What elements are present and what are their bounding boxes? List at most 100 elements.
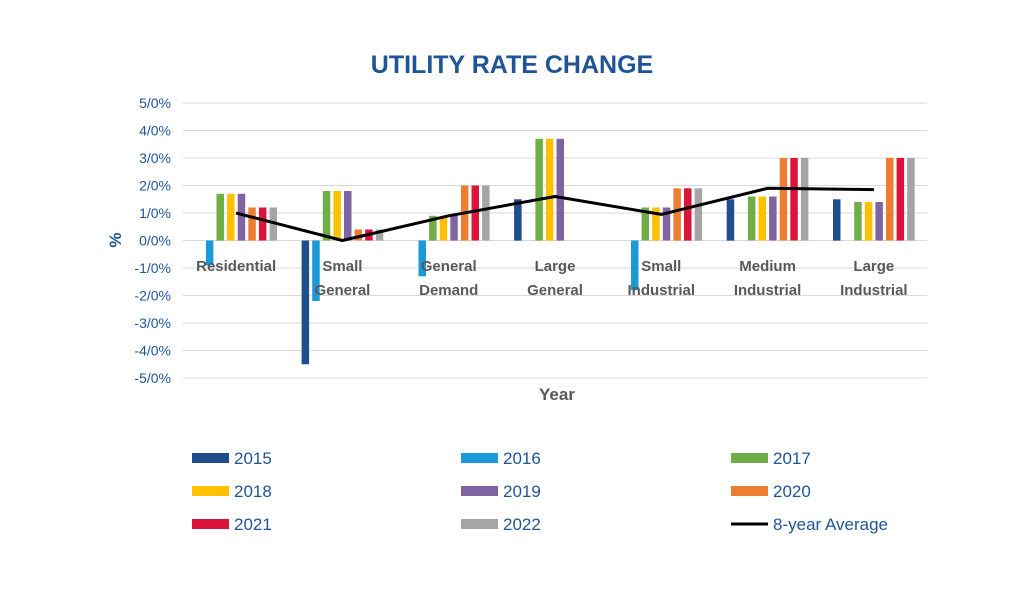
bar-2017 xyxy=(429,215,437,241)
bar-2015 xyxy=(833,199,841,241)
y-tick-label: -5/0% xyxy=(134,370,171,386)
legend-label: 2016 xyxy=(503,449,541,468)
bar-2017 xyxy=(854,202,862,241)
legend-swatch xyxy=(461,519,498,529)
bar-2018 xyxy=(758,196,766,241)
bars xyxy=(205,138,915,365)
gridlines xyxy=(183,102,927,379)
bar-2021 xyxy=(258,207,267,241)
y-tick-label: 4/0% xyxy=(139,123,171,139)
average-line-path xyxy=(235,186,874,242)
bar-2018 xyxy=(545,138,554,241)
legend-item-2019: 2019 xyxy=(461,482,541,501)
bar-2020 xyxy=(886,158,894,241)
category-label: Industrial xyxy=(840,282,908,299)
y-tick-labels: 5/0% 4/0% 3/0% 2/0% 1/0% 0/0% -1/0% -2/0% -3/0% -… xyxy=(134,95,171,386)
y-tick-label: 2/0% xyxy=(139,178,171,194)
bar-2020 xyxy=(779,158,788,241)
legend-label: 8-year Average xyxy=(773,515,888,534)
category-label: Demand xyxy=(419,282,478,299)
legend-label: 2015 xyxy=(234,449,272,468)
bar-2022 xyxy=(694,188,703,241)
y-tick-label: -1/0% xyxy=(134,260,171,276)
category-label: Residential xyxy=(196,258,276,275)
bar-2022 xyxy=(907,158,915,241)
bar-2017 xyxy=(747,196,756,241)
bar-2015 xyxy=(301,240,310,365)
y-tick-label: 3/0% xyxy=(139,150,171,166)
legend-label: 2021 xyxy=(234,515,272,534)
legend-label: 2022 xyxy=(503,515,541,534)
chart-title: UTILITY RATE CHANGE xyxy=(371,51,653,79)
bar-2020 xyxy=(354,229,363,241)
bar-2019 xyxy=(769,196,777,241)
legend-item-2018: 2018 xyxy=(192,482,272,501)
category-label: Large xyxy=(853,258,894,275)
legend-item-2015: 2015 xyxy=(192,449,272,468)
legend-label: 2017 xyxy=(773,449,811,468)
bar-2019 xyxy=(450,215,458,241)
y-axis-label: % xyxy=(106,232,125,247)
y-tick-label: -3/0% xyxy=(134,315,171,331)
legend-item-8-year Average: 8-year Average xyxy=(731,515,888,534)
bar-2018 xyxy=(439,215,448,241)
bar-2018 xyxy=(227,193,235,241)
legend-swatch xyxy=(731,453,768,463)
category-label: General xyxy=(314,282,370,299)
bar-2019 xyxy=(344,191,352,241)
bar-2016 xyxy=(205,240,214,266)
bar-2020 xyxy=(673,188,681,241)
legend-swatch xyxy=(192,519,229,529)
legend-swatch xyxy=(461,486,498,496)
y-tick-label: -2/0% xyxy=(134,288,171,304)
category-labels: Residential Small General General Demand Larg… xyxy=(196,258,907,299)
legend-item-2016: 2016 xyxy=(461,449,541,468)
y-tick-label: 0/0% xyxy=(139,233,171,249)
bar-2019 xyxy=(875,202,883,241)
category-label: General xyxy=(527,282,583,299)
bar-2022 xyxy=(375,229,384,241)
category-label: Small xyxy=(641,258,681,275)
legend-item-2017: 2017 xyxy=(731,449,811,468)
legend-swatch xyxy=(461,453,498,463)
bar-2021 xyxy=(896,158,905,241)
bar-2018 xyxy=(333,191,341,241)
bar-2017 xyxy=(535,138,543,241)
legend-swatch xyxy=(192,453,229,463)
category-label: Medium xyxy=(739,258,796,275)
bar-2015 xyxy=(726,199,735,241)
bar-2022 xyxy=(482,185,490,241)
x-axis-label: Year xyxy=(539,385,575,404)
category-label: Industrial xyxy=(628,282,696,299)
legend-item-2020: 2020 xyxy=(731,482,811,501)
bar-2018 xyxy=(652,207,660,241)
bar-2018 xyxy=(864,202,873,241)
bar-2017 xyxy=(216,193,224,241)
bar-2022 xyxy=(800,158,809,241)
bar-2015 xyxy=(514,199,522,241)
bar-2019 xyxy=(662,207,671,241)
bar-2016 xyxy=(631,240,639,290)
y-tick-label: -4/0% xyxy=(134,343,171,359)
bar-2016 xyxy=(312,240,320,301)
legend-swatch xyxy=(192,486,229,496)
bar-2021 xyxy=(790,158,798,241)
category-label: General xyxy=(421,258,477,275)
legend-item-2022: 2022 xyxy=(461,515,541,534)
legend-item-2021: 2021 xyxy=(192,515,272,534)
legend-label: 2020 xyxy=(773,482,811,501)
bar-2020 xyxy=(248,207,256,241)
bar-2017 xyxy=(322,191,331,241)
average-line xyxy=(235,186,874,242)
bar-2019 xyxy=(556,138,564,241)
category-label: Industrial xyxy=(734,282,802,299)
legend: 2015 2016 2017 2018 2019 2020 2021 2022 8-year A… xyxy=(192,449,888,534)
legend-label: 2018 xyxy=(234,482,272,501)
y-tick-label: 5/0% xyxy=(139,95,171,111)
category-label: Small xyxy=(322,258,362,275)
legend-label: 2019 xyxy=(503,482,541,501)
bar-2021 xyxy=(471,185,479,241)
bar-2017 xyxy=(641,207,650,241)
bar-2016 xyxy=(418,240,426,277)
